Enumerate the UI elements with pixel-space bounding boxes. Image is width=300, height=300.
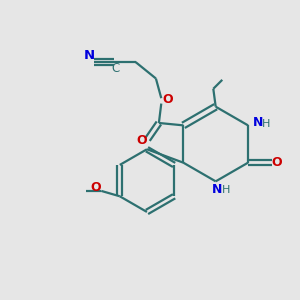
Text: N: N [212, 183, 222, 196]
Text: O: O [163, 94, 173, 106]
Text: O: O [90, 182, 101, 194]
Text: H: H [222, 185, 230, 195]
Text: H: H [262, 118, 270, 129]
Text: O: O [272, 156, 282, 169]
Text: N: N [252, 116, 263, 129]
Text: O: O [136, 134, 147, 147]
Text: N: N [84, 49, 95, 62]
Text: C: C [112, 62, 120, 75]
